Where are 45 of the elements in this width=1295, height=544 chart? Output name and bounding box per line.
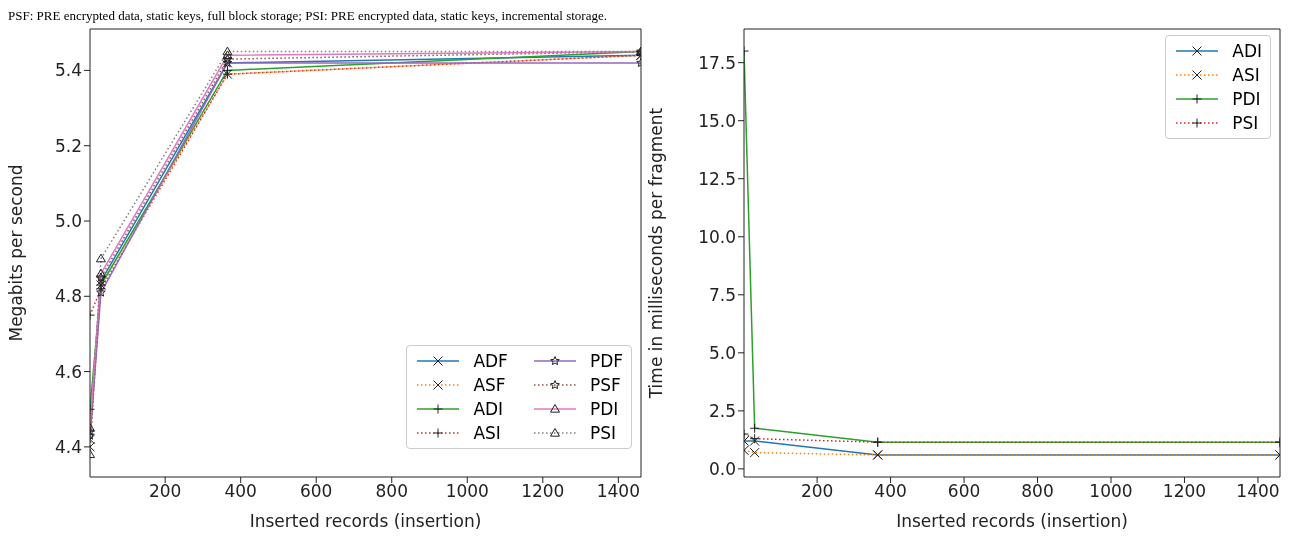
y-tick-label: 5.0 — [708, 342, 736, 363]
x-axis-title: Inserted records (insertion) — [896, 511, 1128, 531]
y-axis-title: Time in milliseconds per fragment — [646, 107, 667, 400]
x-axis-title: Inserted records (insertion) — [249, 511, 482, 531]
x-tick-label: 800 — [1021, 481, 1054, 502]
x-tick-label: 200 — [800, 481, 834, 502]
x-tick-label: 1400 — [1236, 481, 1280, 502]
text: PSF: PRE encrypted data, static keys, full block storage; PSI: PRE encrypted data, static keys, incremental storage. — [8, 8, 608, 23]
x-tick-label: 200 — [148, 481, 182, 502]
legend-label: ASF — [473, 375, 506, 395]
legend-label: ADI — [473, 399, 504, 419]
legend-label: PSI — [1232, 113, 1259, 133]
legend-label: ASI — [1232, 65, 1260, 85]
y-tick-label: 7.5 — [708, 284, 736, 305]
legend-label: PSF — [589, 375, 621, 395]
x-tick-label: 400 — [224, 481, 257, 502]
legend-label: PDI — [589, 399, 619, 419]
x-tick-label: 600 — [947, 481, 981, 502]
y-tick-label: 5.0 — [54, 211, 82, 232]
x-tick-label: 1400 — [596, 481, 640, 502]
y-tick-label: 4.8 — [54, 286, 82, 307]
legend-label: ADF — [473, 351, 508, 371]
y-tick-label: 15.0 — [698, 110, 736, 131]
x-tick-label: 1200 — [1162, 481, 1207, 502]
y-tick-label: 0.0 — [708, 458, 736, 479]
y-tick-label: 4.6 — [54, 361, 82, 382]
y-tick-label: 5.4 — [54, 60, 82, 81]
y-tick-label: 12.5 — [698, 168, 736, 189]
y-tick-label: 17.5 — [698, 52, 736, 73]
y-tick-label: 10.0 — [698, 226, 736, 247]
x-tick-label: 1000 — [445, 481, 489, 502]
y-axis-title: Megabits per second — [6, 164, 27, 342]
legend-label: ASI — [473, 423, 501, 443]
x-tick-label: 800 — [375, 481, 408, 502]
legend-label: PDI — [1232, 89, 1261, 109]
x-tick-label: 400 — [874, 481, 907, 502]
legend-label: PDF — [589, 351, 623, 371]
x-tick-label: 1200 — [521, 481, 565, 502]
legend-label: PSI — [589, 423, 616, 443]
x-tick-label: 600 — [299, 481, 333, 502]
y-tick-label: 5.2 — [54, 135, 82, 156]
legend-label: ADI — [1232, 41, 1262, 61]
y-tick-label: 2.5 — [708, 400, 736, 421]
x-tick-label: 1000 — [1089, 481, 1133, 502]
y-tick-label: 4.4 — [54, 436, 82, 457]
